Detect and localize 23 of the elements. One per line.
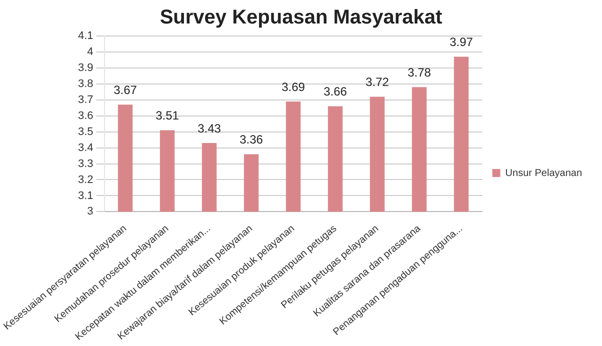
legend-label: Unsur Pelayanan (505, 168, 582, 179)
y-tick-label: 3.2 (78, 174, 94, 186)
y-tick-label: 3.5 (78, 126, 94, 138)
y-tick-label: 3.1 (78, 190, 94, 202)
data-label: 3.67 (114, 82, 138, 97)
y-tick-label: 4.1 (78, 30, 94, 42)
data-label: 3.78 (408, 65, 432, 80)
data-label: 3.97 (450, 35, 474, 50)
y-tick-label: 3.6 (78, 110, 94, 122)
data-label: 3.69 (282, 80, 306, 94)
y-tick-label: 3.4 (78, 142, 94, 154)
data-label: 3.51 (156, 108, 180, 123)
data-label: 3.36 (240, 132, 264, 147)
y-tick-label: 3.9 (78, 62, 94, 74)
data-label: 3.72 (366, 75, 390, 90)
data-label: 3.43 (198, 121, 222, 136)
y-tick-label: 3.8 (78, 78, 94, 90)
y-tick-label: 3.7 (78, 94, 94, 106)
chart-title: Survey Kepuasan Masyarakat (160, 6, 443, 29)
y-tick-label: 3.3 (78, 158, 94, 170)
y-tick-label: 3 (87, 206, 94, 218)
y-tick-label: 4 (87, 46, 94, 58)
data-label: 3.66 (324, 84, 348, 99)
